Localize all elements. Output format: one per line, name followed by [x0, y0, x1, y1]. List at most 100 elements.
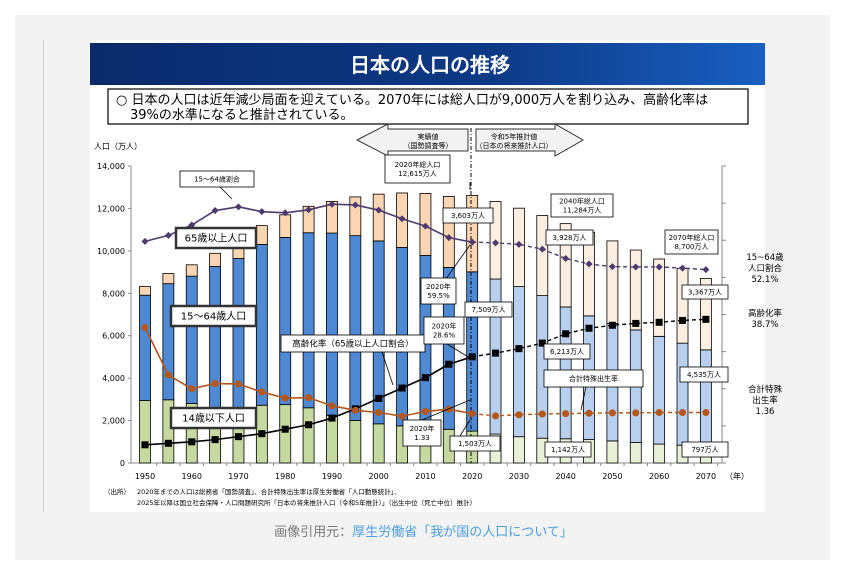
annotation-box: 3,367万人: [681, 284, 729, 300]
ratio-marker: [679, 264, 687, 272]
ratio-marker: [468, 238, 476, 246]
bar-segment-age0-14: [653, 443, 666, 464]
caption-prefix: 画像引用元：: [274, 525, 353, 540]
bar-segment-age0-14: [629, 442, 642, 464]
actual-label: 実績値: [418, 132, 439, 141]
y-tick-label: 4,000: [102, 374, 125, 383]
tfr-marker: [538, 410, 546, 418]
bar-segment-age65plus: [185, 264, 198, 277]
annotation-text: 2020年: [410, 424, 435, 433]
annotation-text: 2070年総人口: [669, 233, 715, 242]
bar-segment-age15-64: [699, 349, 712, 447]
annotation-text: 1.33: [414, 434, 430, 442]
annotation-text: 15～64歳割合: [194, 174, 240, 183]
tfr-marker: [492, 412, 500, 420]
bar-segment-age0-14: [349, 420, 362, 464]
annotation-text: 3,603万人: [451, 212, 485, 220]
ratio-marker: [305, 206, 313, 214]
bar-segment-age0-14: [326, 414, 338, 464]
tfr-marker: [608, 409, 616, 417]
annotation-frame: [423, 316, 465, 345]
annotation-box: 65歳以上人口: [174, 226, 258, 250]
ratio-marker: [632, 263, 640, 271]
annotation-box: 合計特殊出生率: [543, 369, 644, 388]
aging-marker: [492, 349, 500, 357]
aging-marker: [562, 330, 570, 338]
x-tick-label: 1950: [135, 472, 155, 481]
page-title: 日本の人口の推移: [350, 53, 510, 77]
aging-marker: [398, 384, 406, 392]
bar-segment-age0-14: [513, 436, 525, 464]
tfr-marker: [562, 410, 570, 418]
y-tick-label: 12,000: [97, 204, 125, 213]
bar-segment-age65plus: [372, 193, 385, 242]
tfr-marker: [234, 380, 242, 388]
annotation-box: 1,503万人: [449, 435, 501, 452]
tfr-marker: [632, 409, 640, 417]
aging-marker: [211, 436, 219, 444]
bar-segment-age0-14: [279, 404, 292, 464]
right-series-label: 出生率: [752, 395, 778, 406]
tfr-marker: [328, 402, 336, 410]
bar-segment-age15-64: [209, 266, 222, 411]
bar-segment-age65plus: [629, 249, 642, 331]
y-tick-label: 8,000: [102, 289, 125, 298]
annotation-box: 15～64歳割合: [179, 170, 255, 188]
leader-line: [459, 419, 471, 437]
aging-marker: [328, 414, 336, 422]
annotation-frame: [420, 277, 457, 305]
annotation-text: 4,535万人: [687, 371, 721, 379]
annotation-frame: [543, 343, 591, 360]
annotation-frame: [545, 229, 594, 246]
annotation-text: 3,367万人: [688, 288, 722, 296]
tfr-marker: [421, 407, 429, 415]
x-tick-label: 2040: [555, 472, 575, 481]
projection-sublabel: （日本の将来推計人口）: [476, 141, 553, 150]
bar-segment-age65plus: [209, 252, 222, 267]
tfr-marker: [305, 394, 313, 402]
annotation-frame: [174, 226, 258, 250]
annotation-text: 2020年: [432, 321, 457, 330]
annotation-box: 14歳以下人口: [169, 406, 258, 430]
bar-segment-age0-14: [606, 440, 619, 464]
aging-marker: [445, 360, 453, 368]
x-tick-label: 1990: [322, 472, 342, 481]
aging-marker: [655, 318, 663, 326]
aging-marker: [141, 441, 149, 449]
source-link[interactable]: 厚生労働省「我が国の人口について」: [352, 525, 573, 540]
summary-line-1: ○ 日本の人口は近年減少局面を迎えている。2070年には総人口が9,000万人を…: [116, 92, 708, 108]
tfr-marker: [164, 371, 172, 379]
tfr-marker: [375, 409, 383, 417]
bar-segment-age65plus: [442, 196, 455, 268]
leader-line: [421, 399, 471, 421]
actual-sublabel: （国勢調査等）: [404, 141, 453, 150]
ratio-marker: [164, 231, 172, 239]
aging-marker: [702, 315, 710, 323]
x-tick-label: 2010: [415, 472, 435, 481]
annotation-frame: [543, 369, 644, 388]
bar-segment-age15-64: [185, 275, 198, 404]
ratio-marker: [562, 254, 570, 262]
annotation-text: 59.5%: [427, 292, 450, 300]
annotation-text: 797万人: [691, 446, 718, 454]
aging-marker: [421, 374, 429, 382]
ratio-marker: [515, 240, 523, 248]
bar-segment-age0-14: [372, 423, 385, 464]
annotation-box: 7,509万人: [464, 301, 513, 318]
tfr-marker: [515, 411, 523, 419]
tfr-marker: [351, 406, 359, 414]
annotation-text: 6,213万人: [550, 348, 584, 356]
annotation-text: 高齢化率（65歳以上人口割合）: [292, 338, 413, 349]
bar-segment-age65plus: [466, 194, 479, 273]
x-tick-label: 2020: [462, 472, 482, 481]
ratio-marker: [328, 200, 336, 208]
tfr-marker: [211, 380, 219, 388]
ratio-marker: [375, 206, 383, 214]
leader-line: [580, 386, 587, 411]
annotation-frame: [449, 435, 501, 452]
x-axis-unit: （年）: [725, 471, 749, 481]
tfr-marker: [188, 385, 196, 393]
annotation-frame: [442, 207, 494, 224]
annotation-text: 2020年: [426, 282, 451, 291]
